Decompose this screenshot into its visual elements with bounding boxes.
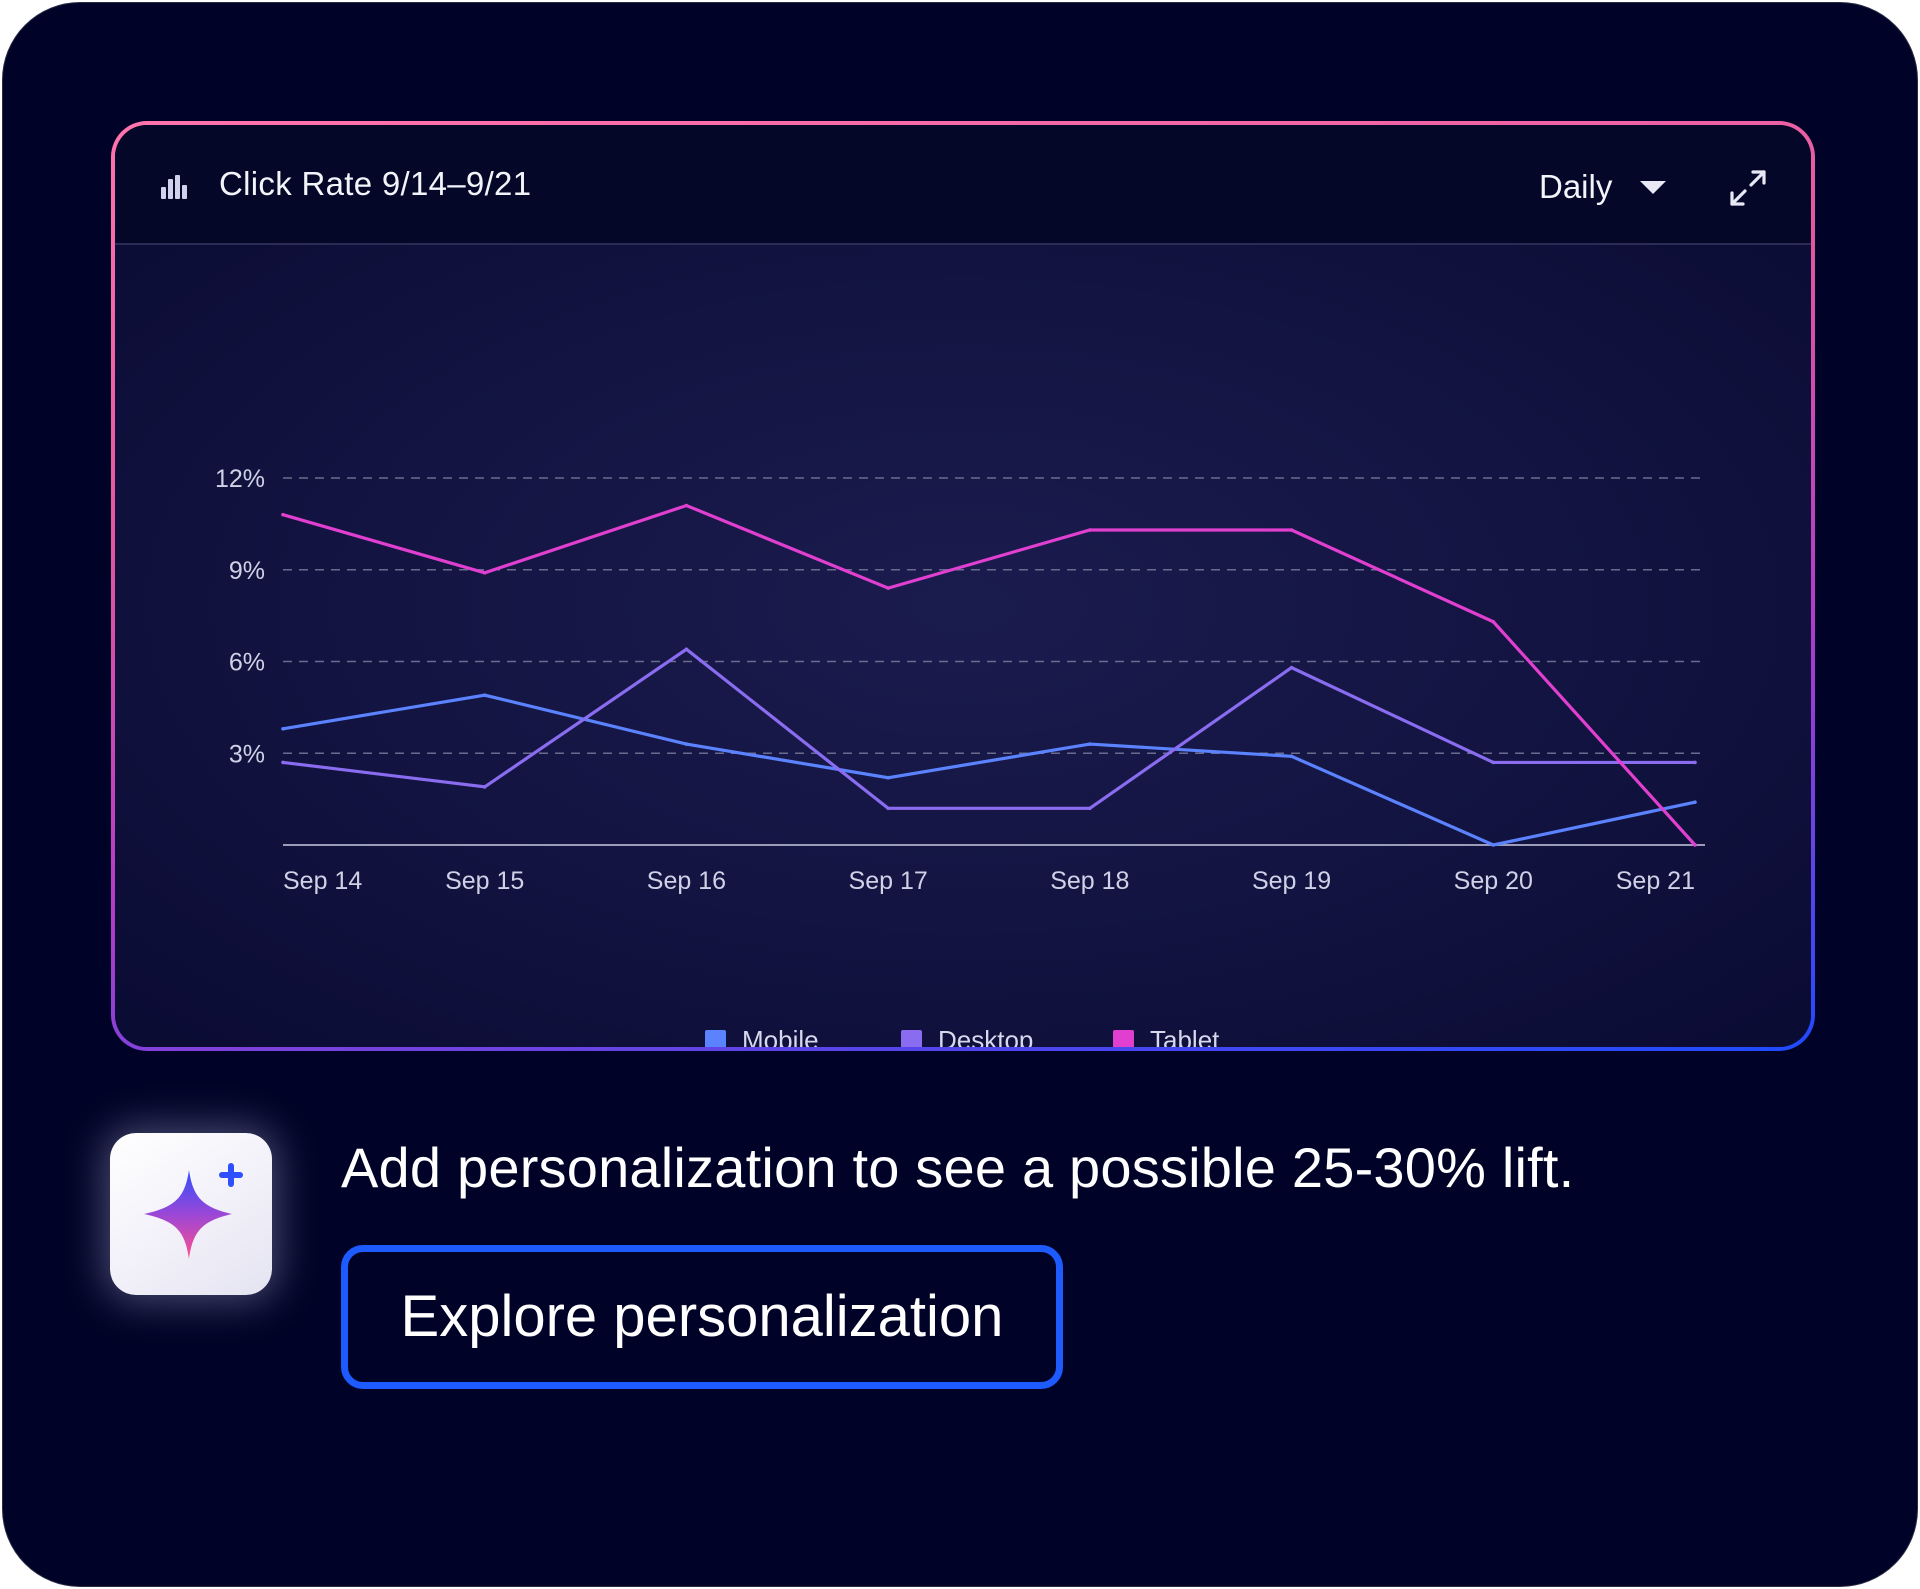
x-tick-label: Sep 15 (445, 867, 524, 895)
data-point-mobile (1289, 754, 1294, 759)
chevron-down-icon (1640, 180, 1667, 194)
data-point-tablet (684, 503, 689, 508)
legend-swatch (901, 1030, 922, 1047)
line-chart: 3% 6% 9% 12% Sep 14 Sep 15 Sep 16 Sep 17 Sep 18 S… (215, 465, 1705, 895)
chart-header: Click Rate 9/14–9/21 Daily (115, 125, 1811, 245)
data-point-tablet (1289, 528, 1294, 532)
promo-message: Add personalization to see a possible 25… (341, 1136, 1575, 1199)
period-select-label: Daily (1539, 168, 1613, 205)
data-point-tablet (1693, 843, 1697, 847)
data-point-desktop (482, 785, 487, 789)
legend-label: Desktop (938, 1025, 1034, 1047)
x-tick-label: Sep 17 (849, 867, 928, 895)
legend-label: Mobile (742, 1025, 819, 1047)
x-tick-label: Sep 19 (1252, 867, 1331, 895)
data-point-mobile (1491, 843, 1496, 847)
data-point-mobile (886, 775, 890, 780)
data-point-desktop (886, 806, 890, 811)
x-tick-label: Sep 20 (1454, 867, 1533, 895)
data-point-desktop (281, 760, 285, 765)
x-tick-label: Sep 18 (1050, 867, 1129, 895)
series-line-desktop (282, 647, 1695, 810)
y-tick-label: 3% (229, 740, 265, 768)
sparkle-tile (110, 1133, 272, 1295)
series-line-mobile (282, 693, 1696, 847)
data-point-desktop (684, 647, 689, 652)
y-tick-label: 12% (215, 465, 265, 493)
sparkle-icon (144, 1163, 243, 1259)
legend-item-tablet: Tablet (1113, 1025, 1219, 1047)
data-point-desktop (1088, 806, 1092, 811)
data-point-mobile (1693, 800, 1697, 804)
data-point-tablet (281, 512, 285, 517)
data-point-mobile (684, 742, 689, 746)
legend-label: Tablet (1150, 1025, 1220, 1047)
x-tick-label: Sep 16 (647, 867, 726, 895)
data-point-tablet (1088, 528, 1092, 532)
data-point-desktop (1693, 760, 1697, 765)
chart-panel-body: Click Rate 9/14–9/21 Daily (115, 125, 1811, 1047)
series-line-tablet (282, 503, 1697, 847)
data-point-tablet (886, 586, 890, 590)
chart-legend: Mobile Desktop Tablet (115, 1025, 1811, 1047)
x-tick-label: Sep 14 (283, 867, 362, 895)
y-tick-label: 6% (229, 649, 265, 677)
period-select[interactable]: Daily (1539, 165, 1667, 209)
legend-item-desktop: Desktop (901, 1025, 1033, 1047)
data-point-desktop (1491, 760, 1496, 765)
data-point-mobile (281, 726, 285, 731)
bar-chart-icon (161, 175, 187, 199)
explore-personalization-button[interactable]: Explore personalization (341, 1245, 1063, 1389)
data-point-tablet (482, 571, 487, 575)
legend-swatch (705, 1030, 726, 1047)
data-point-mobile (1088, 742, 1092, 746)
chart-panel: Click Rate 9/14–9/21 Daily (111, 121, 1815, 1051)
x-tick-label: Sep 21 (1616, 867, 1695, 895)
data-point-tablet (1491, 619, 1496, 624)
y-tick-label: 9% (229, 557, 265, 585)
legend-item-mobile: Mobile (705, 1025, 819, 1047)
chart-title: Click Rate 9/14–9/21 (219, 165, 532, 202)
chart-area: 3% 6% 9% 12% Sep 14 Sep 15 Sep 16 Sep 17 Sep 18 S… (115, 245, 1811, 1047)
data-point-desktop (1289, 665, 1294, 670)
legend-swatch (1113, 1030, 1134, 1047)
expand-icon[interactable] (1727, 167, 1769, 209)
data-point-mobile (482, 693, 487, 697)
